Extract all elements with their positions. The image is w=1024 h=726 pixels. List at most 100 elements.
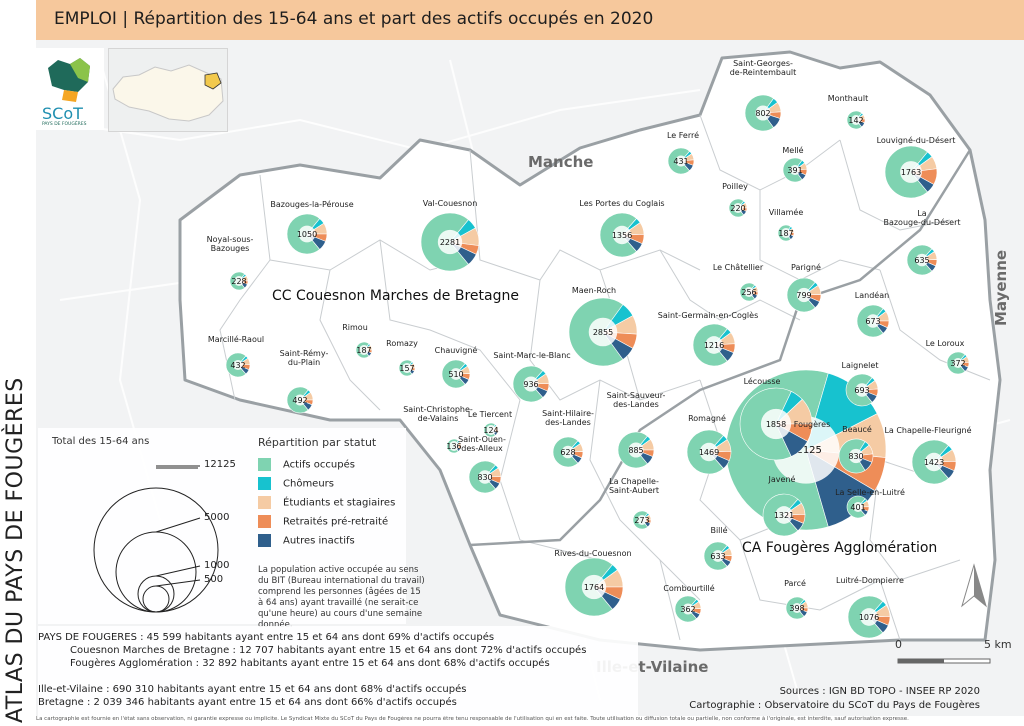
pie-center bbox=[402, 363, 412, 373]
pie-value: 398 bbox=[789, 604, 804, 613]
legend-size-leaders bbox=[155, 465, 201, 587]
header-bar: EMPLOI | Répartition des 15-64 ans et pa… bbox=[36, 0, 1024, 40]
commune-label: Parcé bbox=[784, 579, 806, 588]
commune-label: Le Tiercent bbox=[467, 410, 513, 419]
stat-couesnon: Couesnon Marches de Bretagne : 12 707 ha… bbox=[70, 645, 587, 656]
pie-value: 187 bbox=[356, 346, 371, 355]
commune-label: Saint-Ouen-des-Alleux bbox=[458, 435, 506, 453]
map-canvas: 12125 1858 2855 2281 1764 1763 1356 1423 1469 121… bbox=[36, 40, 1024, 716]
pie-center bbox=[699, 442, 719, 462]
stats-panel: PAYS DE FOUGERES : 45 599 habitants ayan… bbox=[38, 626, 638, 716]
pie-marcille-raoul: 432 bbox=[225, 352, 251, 378]
pie-value: 2281 bbox=[440, 238, 460, 247]
stat-pays-fougeres: PAYS DE FOUGERES : 45 599 habitants ayan… bbox=[38, 632, 495, 643]
legend-item-retraites: Retraités pré-retraité bbox=[258, 515, 388, 528]
pie-value: 157 bbox=[399, 364, 414, 373]
pie-value: 1076 bbox=[859, 613, 879, 622]
legend-item-chomeurs: Chômeurs bbox=[258, 477, 334, 490]
pie-le-chatellier: 256 bbox=[739, 282, 759, 302]
commune-label: Lécousse bbox=[743, 377, 781, 386]
scale-start-label: 0 bbox=[895, 638, 902, 651]
pie-center bbox=[682, 603, 694, 615]
pie-romagne: 1469 bbox=[686, 429, 732, 475]
pie-value: 799 bbox=[796, 291, 811, 300]
logo-text: SCoT bbox=[42, 104, 83, 123]
commune-label: La Chapelle- Saint-Aubert bbox=[608, 477, 660, 495]
atlas-side-title: ATLAS DU PAYS DE FOUGÈRES bbox=[3, 377, 28, 723]
pie-center bbox=[294, 394, 306, 406]
pie-value: 1763 bbox=[901, 168, 921, 177]
pie-value: 187 bbox=[778, 229, 793, 238]
pie-center bbox=[523, 376, 539, 392]
pie-center bbox=[628, 442, 644, 458]
pie-maen-roch: 2855 bbox=[568, 297, 638, 367]
legend-panel: Total des 15-64 ans 12125 5000 1000 500 … bbox=[38, 428, 406, 624]
commune-label: Chauvigné bbox=[434, 346, 478, 355]
commune-label: Marcillé-Raoul bbox=[207, 335, 265, 344]
swatch-chomeurs bbox=[258, 477, 271, 490]
pie-saint-georges-de-reintembault: 802 bbox=[744, 94, 782, 132]
pie-melle: 391 bbox=[782, 157, 808, 183]
pie-value: 693 bbox=[854, 386, 869, 395]
pie-parce: 398 bbox=[785, 596, 809, 620]
pie-center bbox=[612, 225, 632, 245]
north-arrow bbox=[961, 563, 987, 608]
pie-center bbox=[298, 225, 316, 243]
pie-value: 673 bbox=[865, 317, 880, 326]
swatch-retraites bbox=[258, 515, 271, 528]
pie-saint-christophe-de-valains: 136 bbox=[446, 438, 462, 454]
pie-value: 510 bbox=[448, 370, 463, 379]
commune-label: Saint-Christophe-de-Valains bbox=[403, 405, 473, 423]
pie-center bbox=[675, 155, 687, 167]
stat-bretagne: Bretagne : 2 039 346 habitants ayant ent… bbox=[38, 697, 457, 708]
pie-center bbox=[581, 574, 607, 600]
commune-label: Fougères bbox=[793, 420, 831, 429]
pie-center bbox=[637, 515, 647, 525]
pie-value: 401 bbox=[850, 503, 865, 512]
commune-label: Le Châtellier bbox=[712, 263, 764, 272]
pie-bille: 633 bbox=[703, 541, 733, 571]
commune-label: Beaucé bbox=[842, 425, 872, 434]
pie-saint-sauveur-des-landes: 885 bbox=[617, 431, 655, 469]
commune-label: Le Loroux bbox=[925, 339, 965, 348]
pie-saint-hilaire-des-landes: 628 bbox=[552, 436, 584, 468]
pie-la-selle-en-luitre: 401 bbox=[846, 495, 870, 519]
disclaimer: La cartographie est fournie en l'état sa… bbox=[36, 716, 909, 722]
pie-rives-du-couesnon: 1764 bbox=[564, 557, 624, 617]
pie-bazouges-la-perouse: 1050 bbox=[286, 213, 328, 255]
legend-item-etudiants: Étudiants et stagiaires bbox=[258, 496, 395, 509]
pie-value: 1858 bbox=[766, 420, 786, 429]
commune-label: Monthault bbox=[827, 94, 869, 103]
legend-item-inactifs: Autres inactifs bbox=[258, 534, 355, 547]
pie-la-chapelle-saint-aubert: 273 bbox=[632, 510, 652, 530]
pie-center bbox=[775, 506, 793, 524]
legend-note: La population active occupée au sens du … bbox=[258, 565, 425, 630]
epci-label-couesnon: CC Couesnon Marches de Bretagne bbox=[272, 288, 519, 304]
commune-label: Saint-Marc-le-Blanc bbox=[493, 351, 571, 360]
pie-value: 12125 bbox=[790, 445, 822, 456]
swatch-inactifs bbox=[258, 534, 271, 547]
pie-value: 635 bbox=[914, 256, 929, 265]
commune-label: Romazy bbox=[386, 339, 418, 348]
commune-label: Javené bbox=[768, 475, 796, 484]
pie-value: 220 bbox=[730, 204, 745, 213]
pie-value: 1321 bbox=[774, 511, 794, 520]
pie-value: 628 bbox=[560, 448, 575, 457]
pie-saint-marc-le-blanc: 936 bbox=[512, 365, 550, 403]
pie-les-portes-du-coglais: 1356 bbox=[599, 212, 645, 258]
pie-charts-layer: 12125 1858 2855 2281 1764 1763 1356 1423 1469 121… bbox=[225, 94, 970, 639]
commune-label: Mellé bbox=[782, 146, 804, 155]
commune-label: Billé bbox=[710, 526, 728, 535]
pie-value: 432 bbox=[230, 361, 245, 370]
legend-size-5000: 5000 bbox=[204, 512, 230, 523]
pie-chauvigne: 510 bbox=[441, 359, 471, 389]
page-title: EMPLOI | Répartition des 15-64 ans et pa… bbox=[54, 9, 654, 29]
commune-label: Parigné bbox=[791, 263, 821, 272]
pie-center bbox=[796, 287, 812, 303]
scale-end-label: 5 km bbox=[984, 638, 1012, 651]
legend-status-title: Répartition par statut bbox=[258, 436, 377, 449]
pie-center bbox=[915, 253, 929, 267]
pie-center bbox=[924, 452, 944, 472]
swatch-actifs bbox=[258, 458, 271, 471]
pie-center bbox=[755, 105, 771, 121]
